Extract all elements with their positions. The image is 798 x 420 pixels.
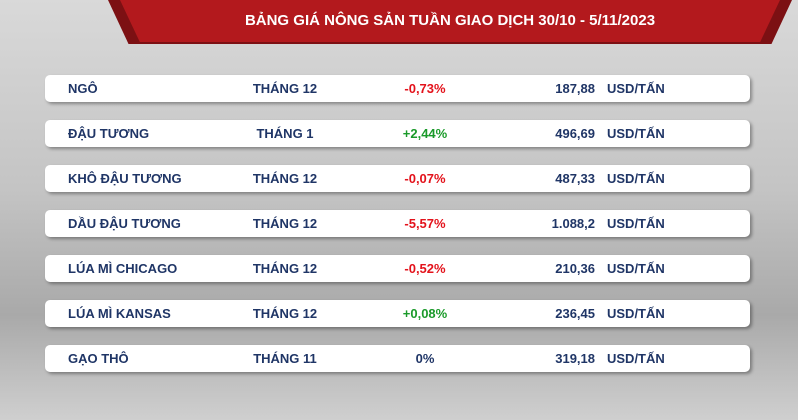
contract-month: THÁNG 11 <box>253 351 317 366</box>
contract-month: THÁNG 12 <box>252 171 318 186</box>
unit: USD/TẤN <box>607 171 665 186</box>
table-row: DẦU ĐẬU TƯƠNG THÁNG 12 -5,57% 1.088,2 USD/TẤ… <box>45 210 750 237</box>
unit: USD/TẤN <box>607 261 665 276</box>
price: 187,88 <box>555 81 595 96</box>
change: -5,57% <box>404 216 446 231</box>
unit: USD/TẤN <box>607 126 665 141</box>
contract-month: THÁNG 12 <box>252 216 318 231</box>
product: LÚA MÌ KANSAS <box>68 306 171 321</box>
contract-month: THÁNG 12 <box>252 306 318 321</box>
table-row: ĐẬU TƯƠNG THÁNG 1 +2,44% 496,69 USD/TẤN <box>45 120 750 147</box>
change: -0,07% <box>404 171 446 186</box>
product: LÚA MÌ CHICAGO <box>68 261 178 276</box>
change: +0,08% <box>402 306 448 321</box>
unit: USD/TẤN <box>607 351 665 366</box>
contract-month: THÁNG 12 <box>252 261 318 276</box>
product: NGÔ <box>68 81 98 96</box>
table-row: LÚA MÌ CHICAGO THÁNG 12 -0,52% 210,36 USD/TẤ… <box>45 255 750 282</box>
price: 1.088,2 <box>551 216 595 231</box>
price: 487,33 <box>555 171 595 186</box>
table-row: LÚA MÌ KANSAS THÁNG 12 +0,08% 236,45 USD/TẤN <box>45 300 750 327</box>
title: BẢNG GIÁ NÔNG SẢN TUẦN GIAO DỊCH 30/10 -… <box>244 12 656 29</box>
contract-month: THÁNG 1 <box>256 126 314 141</box>
price: 236,45 <box>555 306 595 321</box>
product: DẦU ĐẬU TƯƠNG <box>68 216 181 231</box>
table-row: KHÔ ĐẬU TƯƠNG THÁNG 12 -0,07% 487,33 USD/TẤN <box>45 165 750 192</box>
table-row: GẠO THÔ THÁNG 11 0% 319,18 USD/TẤN <box>45 345 750 372</box>
price: 496,69 <box>555 126 595 141</box>
change: +2,44% <box>402 126 448 141</box>
product: ĐẬU TƯƠNG <box>68 126 150 141</box>
unit: USD/TẤN <box>607 216 665 231</box>
price: 210,36 <box>555 261 595 276</box>
change: -0,73% <box>404 81 446 96</box>
product: GẠO THÔ <box>68 351 129 366</box>
change: 0% <box>415 351 435 366</box>
banner <box>120 0 780 42</box>
unit: USD/TẤN <box>607 81 665 96</box>
table-row: NGÔ THÁNG 12 -0,73% 187,88 USD/TẤN <box>45 75 750 102</box>
contract-month: THÁNG 12 <box>252 81 318 96</box>
change: -0,52% <box>404 261 446 276</box>
price: 319,18 <box>555 351 595 366</box>
unit: USD/TẤN <box>607 306 665 321</box>
product: KHÔ ĐẬU TƯƠNG <box>68 171 182 186</box>
